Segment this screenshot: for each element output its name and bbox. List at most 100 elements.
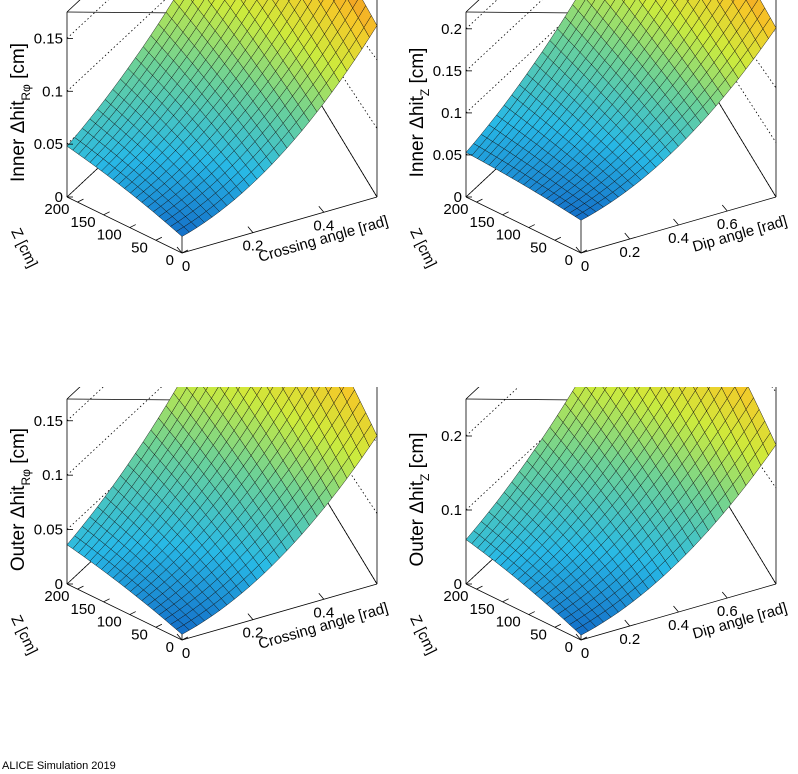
y-tick-label: 150	[470, 214, 495, 231]
left-bottom-edge	[465, 196, 582, 254]
y-tick-label: 100	[496, 614, 521, 631]
z-tick-label: 0.05	[34, 522, 63, 539]
x-tick-label: 0.4	[668, 230, 689, 247]
x-tick-label: 0.4	[313, 604, 334, 621]
z-tick-label: 0.15	[34, 413, 63, 430]
x-tick	[318, 206, 325, 213]
surface-cell	[325, 387, 332, 393]
y-tick-label: 100	[97, 614, 122, 631]
surface-cell	[716, 0, 723, 5]
surface-cell	[186, 387, 198, 396]
surface-cell	[266, 387, 274, 393]
left-top-edge	[465, 11, 582, 14]
surface-cell	[621, 0, 626, 3]
z-tick-label: 0.1	[441, 105, 462, 122]
surface-cell	[664, 387, 675, 395]
z-tick-label: 0.15	[433, 63, 462, 80]
z-gridline	[465, 0, 777, 156]
y-tick-label: 100	[97, 227, 122, 244]
x-tick-label: 0.2	[619, 631, 640, 648]
surface-cell	[207, 0, 215, 5]
x-tick	[247, 226, 254, 233]
z-tick-label: 0	[454, 189, 462, 206]
surface-cell	[731, 0, 735, 3]
y-tick-label: 200	[44, 588, 69, 605]
x-tick	[176, 246, 183, 254]
left-top-edge	[465, 398, 582, 401]
x-tick	[721, 591, 728, 599]
y-tick	[502, 211, 509, 216]
footer-label: ALICE Simulation 2019	[2, 760, 116, 772]
surface-cell	[310, 387, 320, 395]
z-tick-label: 0.1	[42, 83, 63, 100]
y-tick	[580, 636, 588, 641]
y-tick-label: 50	[530, 626, 547, 643]
y-tick	[502, 598, 509, 603]
x-axis-label: Dip angle [rad]	[691, 213, 789, 256]
y-tick-label: 150	[71, 601, 96, 618]
y-tick	[476, 585, 483, 590]
surface-cell	[671, 0, 679, 6]
surface-cell	[224, 0, 236, 8]
y-tick-label: 0	[565, 252, 573, 269]
surface-cell	[251, 387, 263, 396]
x-tick-label: 0	[182, 645, 190, 662]
z-axis-label: Outer ΔhitRφ [cm]	[8, 428, 33, 571]
surface-cell	[190, 0, 195, 3]
y-tick-label: 100	[496, 227, 521, 244]
chart-inner-rphi: 0 0.05 0.1 0.15 Inner ΔhitRφ [cm] 0 0.2 0.4 Cros…	[0, 0, 399, 387]
surface-cell	[203, 387, 209, 391]
left-bottom-edge	[465, 583, 582, 641]
x-tick-label: 0	[182, 258, 190, 275]
y-tick-label: 150	[470, 601, 495, 618]
x-tick	[673, 218, 679, 226]
z-axis-label: Outer ΔhitZ [cm]	[407, 432, 432, 566]
x-tick-label: 0	[581, 258, 589, 275]
y-tick-label: 50	[131, 626, 148, 643]
x-tick	[176, 633, 183, 641]
surface-cell	[363, 423, 378, 448]
surface-cell	[762, 17, 777, 39]
x-tick-label: 0.6	[717, 216, 738, 233]
surface-cell	[618, 387, 629, 395]
left-bottom-edge	[66, 196, 183, 254]
surface-cell	[363, 15, 378, 38]
y-tick-label: 0	[166, 639, 174, 656]
y-axis-label: Z [cm]	[7, 613, 41, 658]
x-tick	[624, 619, 631, 627]
y-tick-label: 200	[443, 201, 468, 218]
y-tick	[155, 623, 163, 628]
y-tick-label: 50	[131, 239, 148, 256]
y-tick	[103, 211, 110, 216]
y-tick	[476, 198, 483, 203]
y-tick	[129, 611, 136, 615]
z-tick-label: 0.1	[42, 467, 63, 484]
y-tick-label: 200	[443, 588, 468, 605]
x-tick-label: 0.2	[619, 244, 640, 261]
x-tick-label: 0.4	[313, 217, 334, 234]
z-tick-label: 0.05	[433, 147, 462, 164]
surface-cell	[347, 0, 358, 9]
surface-cell	[602, 387, 607, 391]
surface-cell	[272, 0, 279, 5]
x-tick	[575, 246, 582, 254]
left-top-edge	[66, 11, 183, 14]
x-tick	[575, 633, 582, 641]
z-tick-label: 0	[55, 189, 63, 206]
y-tick	[129, 224, 136, 228]
z-axis: 0 0.1 0.2 Outer ΔhitZ [cm]	[407, 428, 472, 593]
surface-cell	[638, 0, 646, 6]
chart-inner-z-svg: 0 0.05 0.1 0.15 0.2 Inner ΔhitZ [cm] 0 0.2 0.4 0.…	[406, 0, 789, 275]
y-tick	[103, 598, 110, 603]
surface	[66, 0, 378, 237]
x-tick	[247, 613, 254, 620]
y-tick	[155, 236, 163, 241]
surface-cell	[318, 0, 324, 5]
x-tick-label: 0.4	[668, 617, 689, 634]
x-tick	[721, 204, 728, 212]
surface-cell	[762, 432, 777, 456]
